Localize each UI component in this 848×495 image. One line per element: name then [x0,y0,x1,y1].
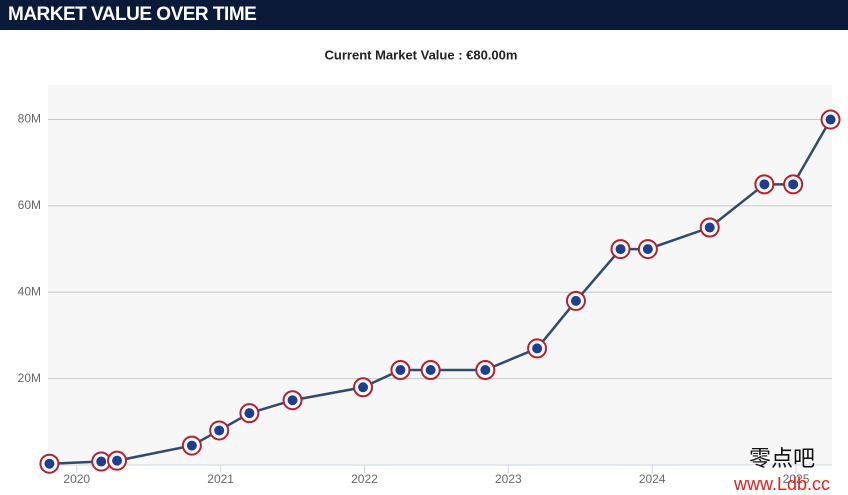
watermark: 零点吧 [749,446,815,471]
x-tick-label: 2024 [639,472,666,486]
x-tick-label: 2025 [783,472,810,486]
point-marker-core [642,244,653,255]
y-tick-label: 60M [18,198,41,212]
chart-subtitle: Current Market Value : €80.00m [325,47,518,62]
plot-area [48,85,832,465]
y-tick-label: 20M [18,371,41,385]
point-marker-core [214,425,225,436]
x-tick-label: 2023 [495,472,522,486]
point-marker-core [44,458,55,469]
point-marker-core [244,408,255,419]
watermark: www.Ldb.cc [733,474,830,494]
point-marker-core [112,455,123,466]
x-tick-label: 2022 [351,472,378,486]
point-marker-core [96,456,107,467]
point-marker-core [570,295,581,306]
y-tick-label: 40M [18,284,41,298]
point-marker-core [395,365,406,375]
point-marker-core [480,365,491,375]
point-marker-core [759,179,770,190]
chart-title: MARKET VALUE OVER TIME [8,4,256,25]
x-tick-label: 2021 [207,472,234,486]
point-marker-core [532,343,543,354]
point-marker-core [287,395,298,406]
point-marker-core [425,365,436,375]
point-marker-core [358,382,369,393]
header-bar [0,0,848,30]
point-marker-core [615,244,626,255]
point-marker-core [704,222,715,233]
y-tick-label: 80M [18,112,41,126]
x-tick-label: 2020 [63,472,90,486]
point-marker-core [788,179,799,190]
point-marker-core [186,440,197,451]
point-marker-core [825,114,836,125]
